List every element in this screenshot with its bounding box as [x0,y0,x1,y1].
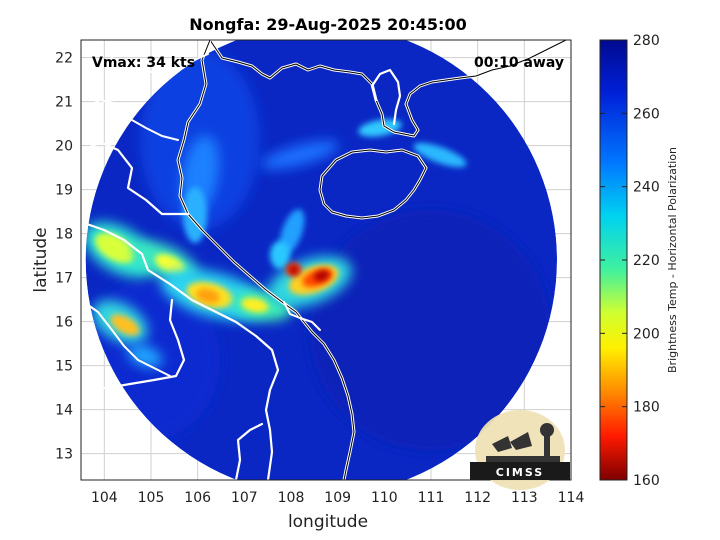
border-laos-vietnam-north [81,140,190,216]
y-tick-labels: 13 14 15 16 17 18 19 20 21 22 [55,51,73,463]
logo-banner [470,462,570,480]
colorbar: 280 260 240 220 200 180 160 Brightness Temp - … [599,33,679,489]
tb-feature [110,314,140,336]
x-axis-label: longitude [288,512,368,532]
y-tick-label: 22 [55,51,73,67]
x-tick-label: 105 [138,490,165,506]
tb-feature [279,209,305,255]
tb-feature [413,142,467,168]
y-tick-label: 20 [55,139,73,155]
tb-feature [127,344,163,368]
x-tick-label: 113 [511,490,538,506]
x-tick-labels: 104 105 106 107 108 109 110 111 112 113 114 [91,490,584,506]
colorbar-ticks: 280 260 240 220 200 180 160 [600,33,660,489]
logo-dish-mid [510,432,532,450]
coastlines-and-borders [81,40,568,480]
storm-core [313,270,330,282]
colorbar-tick-label: 200 [633,326,660,342]
logo-building [486,456,560,466]
tb-feature [310,210,550,450]
y-tick-label: 17 [55,271,73,287]
tb-feature [155,254,185,274]
coastal-detail-vietnam [283,301,321,331]
border-gulf-tonkin-north [81,99,179,141]
x-tick-label: 111 [418,490,445,506]
y-tick-label: 15 [55,359,73,375]
colorbar-tick-label: 160 [633,473,660,489]
border-west-upper [81,53,209,73]
tb-feature [270,241,290,269]
axes-frame [80,39,572,481]
y-tick-label: 13 [55,447,73,463]
cimss-logo: CIMSS [470,410,570,490]
border-cambodia-vietnam [234,422,264,480]
y-tick-label: 21 [55,95,73,111]
leizhou-peninsula [370,68,402,126]
figure-title: Nongfa: 29-Aug-2025 20:45:00 [189,15,466,34]
y-axis-label: latitude [31,227,51,292]
colorbar-tick-label: 180 [633,400,660,416]
x-tick-label: 107 [231,490,258,506]
colorbar-tick-label: 260 [633,106,660,122]
y-tick-label: 19 [55,183,73,199]
y-tick-label: 14 [55,403,73,419]
border-laos-thailand [81,299,171,377]
vietnam-coast-outline [177,40,355,480]
tb-feature [358,119,402,137]
mainland-coast-outline [209,40,567,137]
tb-feature [289,265,298,274]
logo-tower-top [540,423,554,437]
logo-tower [544,434,550,462]
hainan-island-outline [319,149,427,219]
colorbar-label: Brightness Temp - Horizontal Polarizatio… [666,147,679,373]
brightness-temp-features [85,50,550,450]
colorbar-tick-label: 240 [633,180,660,196]
imagery-swath [85,40,558,480]
logo-text: CIMSS [496,466,544,479]
vmax-annotation: Vmax: 34 kts [92,55,195,71]
border-laos-cambodia [81,298,186,394]
colorbar-tick-label: 220 [633,253,660,269]
logo-dish-left [492,436,512,452]
time-offset-annotation: 00:10 away [474,55,564,71]
colorbar-tick-label: 280 [633,33,660,49]
x-tick-label: 110 [371,490,398,506]
tb-feature [196,288,220,304]
x-tick-label: 104 [91,490,118,506]
x-tick-label: 114 [558,490,585,506]
tb-feature [261,140,339,170]
y-tick-label: 16 [55,315,73,331]
x-tick-label: 109 [324,490,351,506]
x-tick-label: 108 [278,490,305,506]
x-tick-label: 106 [184,490,211,506]
border-laos-vietnam-mid [81,220,280,480]
x-tick-label: 112 [464,490,491,506]
y-tick-label: 18 [55,227,73,243]
tb-feature [241,297,269,313]
